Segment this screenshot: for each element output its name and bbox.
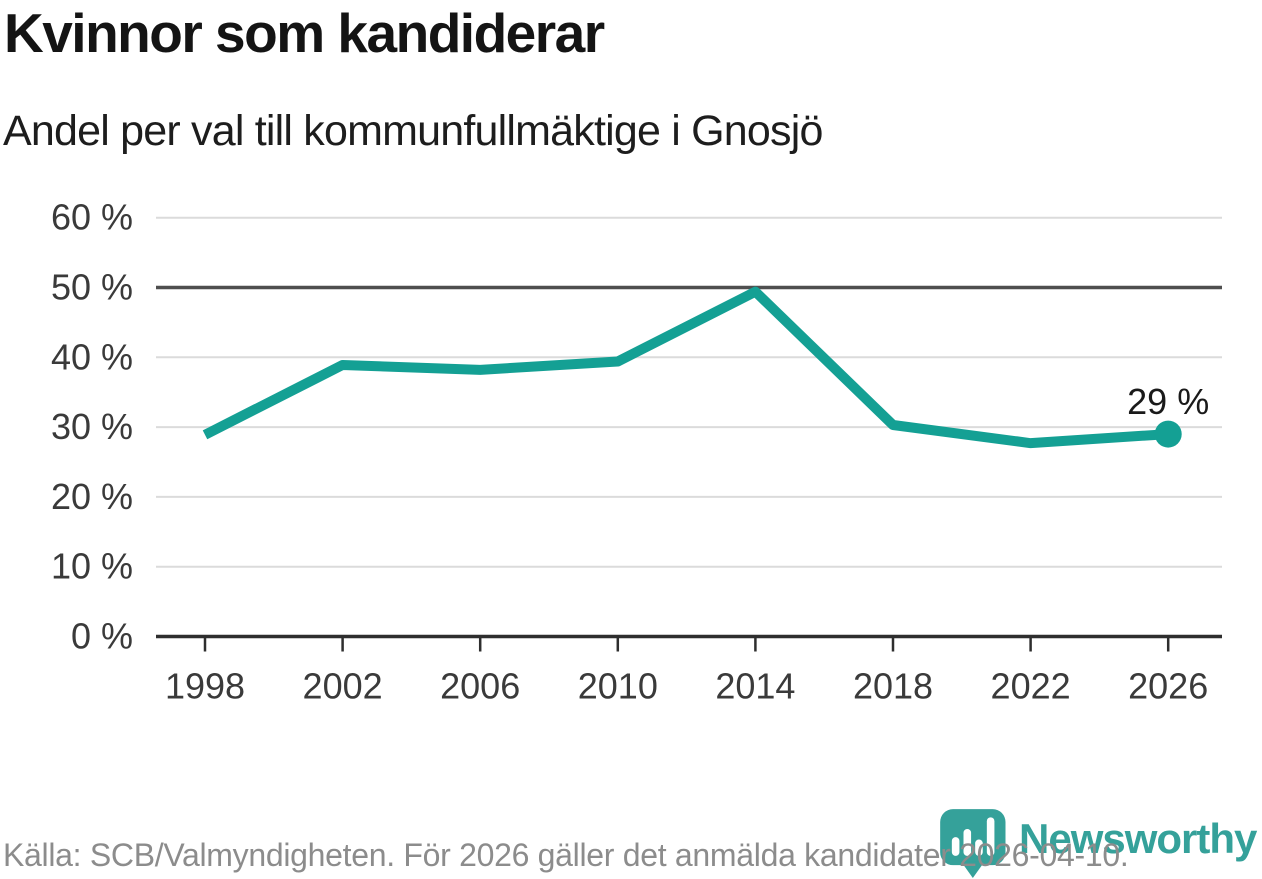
end-value-label: 29 %: [1127, 381, 1209, 422]
source-note: Källa: SCB/Valmyndigheten. För 2026 gäll…: [3, 837, 1129, 873]
x-tick-label: 2026: [1128, 666, 1208, 707]
y-tick-label: 60 %: [51, 197, 133, 238]
x-tick-label: 2014: [715, 666, 795, 707]
x-tick-label: 2006: [440, 666, 520, 707]
x-tick-label: 2022: [991, 666, 1071, 707]
x-tick-label: 1998: [165, 666, 245, 707]
x-tick-label: 2002: [303, 666, 383, 707]
x-tick-label: 2018: [853, 666, 933, 707]
newsworthy-logo-text: Newsworthy: [1019, 815, 1257, 862]
y-tick-label: 50 %: [51, 267, 133, 308]
newsworthy-pin-barchart-icon: [940, 809, 1006, 878]
x-tick-label: 2010: [578, 666, 658, 707]
newsworthy-logo: Newsworthy: [938, 808, 1257, 878]
chart-subtitle: Andel per val till kommunfullmäktige i G…: [3, 107, 823, 155]
y-tick-label: 0 %: [71, 616, 133, 657]
end-point-marker: [1154, 420, 1182, 448]
y-tick-label: 10 %: [51, 546, 133, 587]
data-line: [202, 286, 1169, 449]
chart-title: Kvinnor som kandiderar: [4, 2, 605, 64]
y-tick-label: 20 %: [51, 476, 133, 517]
y-tick-label: 40 %: [51, 336, 133, 377]
y-tick-label: 30 %: [51, 406, 133, 447]
